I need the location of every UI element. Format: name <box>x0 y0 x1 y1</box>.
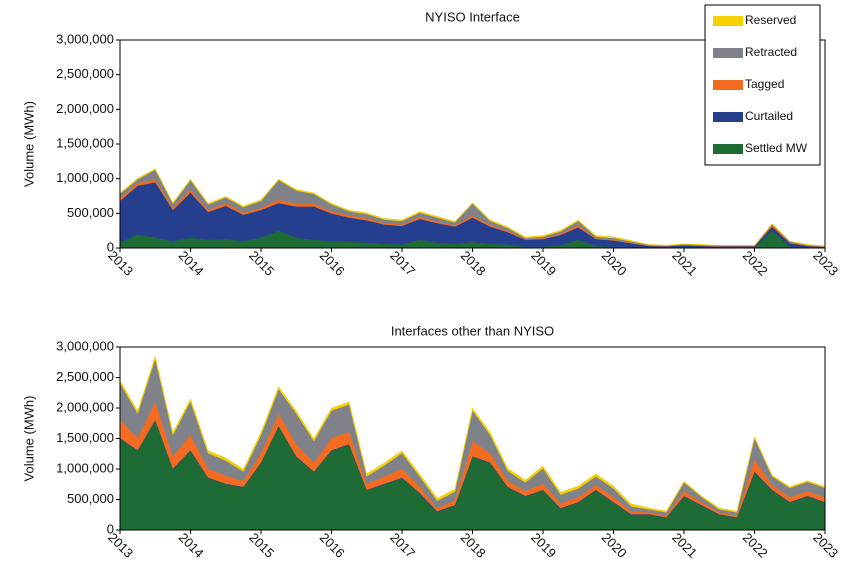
x-tick-label: 2016 <box>317 530 348 561</box>
y-tick-label: 2,500,000 <box>56 369 114 384</box>
x-tick-label: 2022 <box>740 248 771 279</box>
x-tick-label: 2019 <box>528 248 559 279</box>
x-tick-label: 2023 <box>810 248 841 279</box>
y-tick-label: 500,000 <box>67 205 114 220</box>
x-tick-label: 2015 <box>246 530 277 561</box>
x-tick-label: 2023 <box>810 530 841 561</box>
chart-title: Interfaces other than NYISO <box>391 323 554 338</box>
legend-label: Reserved <box>745 13 796 27</box>
y-axis-title: Volume (MWh) <box>21 396 36 482</box>
y-tick-label: 1,000,000 <box>56 460 114 475</box>
y-tick-label: 2,500,000 <box>56 66 114 81</box>
x-tick-label: 2020 <box>599 248 630 279</box>
chart-title: NYISO Interface <box>425 9 520 24</box>
y-tick-label: 3,000,000 <box>56 31 114 46</box>
legend-label: Retracted <box>745 45 797 59</box>
y-tick-label: 1,500,000 <box>56 430 114 445</box>
x-tick-label: 2018 <box>458 530 489 561</box>
legend-swatch <box>713 112 743 122</box>
y-tick-label: 0 <box>107 521 114 536</box>
legend-label: Curtailed <box>745 109 793 123</box>
y-tick-label: 2,000,000 <box>56 399 114 414</box>
y-tick-label: 2,000,000 <box>56 101 114 116</box>
y-tick-label: 0 <box>107 239 114 254</box>
x-tick-label: 2022 <box>740 530 771 561</box>
x-tick-label: 2018 <box>458 248 489 279</box>
x-tick-label: 2013 <box>105 530 136 561</box>
legend-label: Settled MW <box>745 141 808 155</box>
legend-swatch <box>713 16 743 26</box>
x-tick-label: 2016 <box>317 248 348 279</box>
x-tick-label: 2017 <box>387 248 418 279</box>
x-tick-label: 2015 <box>246 248 277 279</box>
x-tick-label: 2017 <box>387 530 418 561</box>
y-tick-label: 3,000,000 <box>56 338 114 353</box>
x-tick-label: 2013 <box>105 248 136 279</box>
legend-swatch <box>713 144 743 154</box>
x-tick-label: 2019 <box>528 530 559 561</box>
y-tick-label: 500,000 <box>67 491 114 506</box>
x-tick-label: 2021 <box>669 248 700 279</box>
y-tick-label: 1,500,000 <box>56 135 114 150</box>
legend-swatch <box>713 48 743 58</box>
x-tick-label: 2021 <box>669 530 700 561</box>
x-tick-label: 2014 <box>176 530 207 561</box>
legend-label: Tagged <box>745 77 784 91</box>
y-axis-title: Volume (MWh) <box>21 101 36 187</box>
y-tick-label: 1,000,000 <box>56 170 114 185</box>
legend-swatch <box>713 80 743 90</box>
x-tick-label: 2014 <box>176 248 207 279</box>
x-tick-label: 2020 <box>599 530 630 561</box>
